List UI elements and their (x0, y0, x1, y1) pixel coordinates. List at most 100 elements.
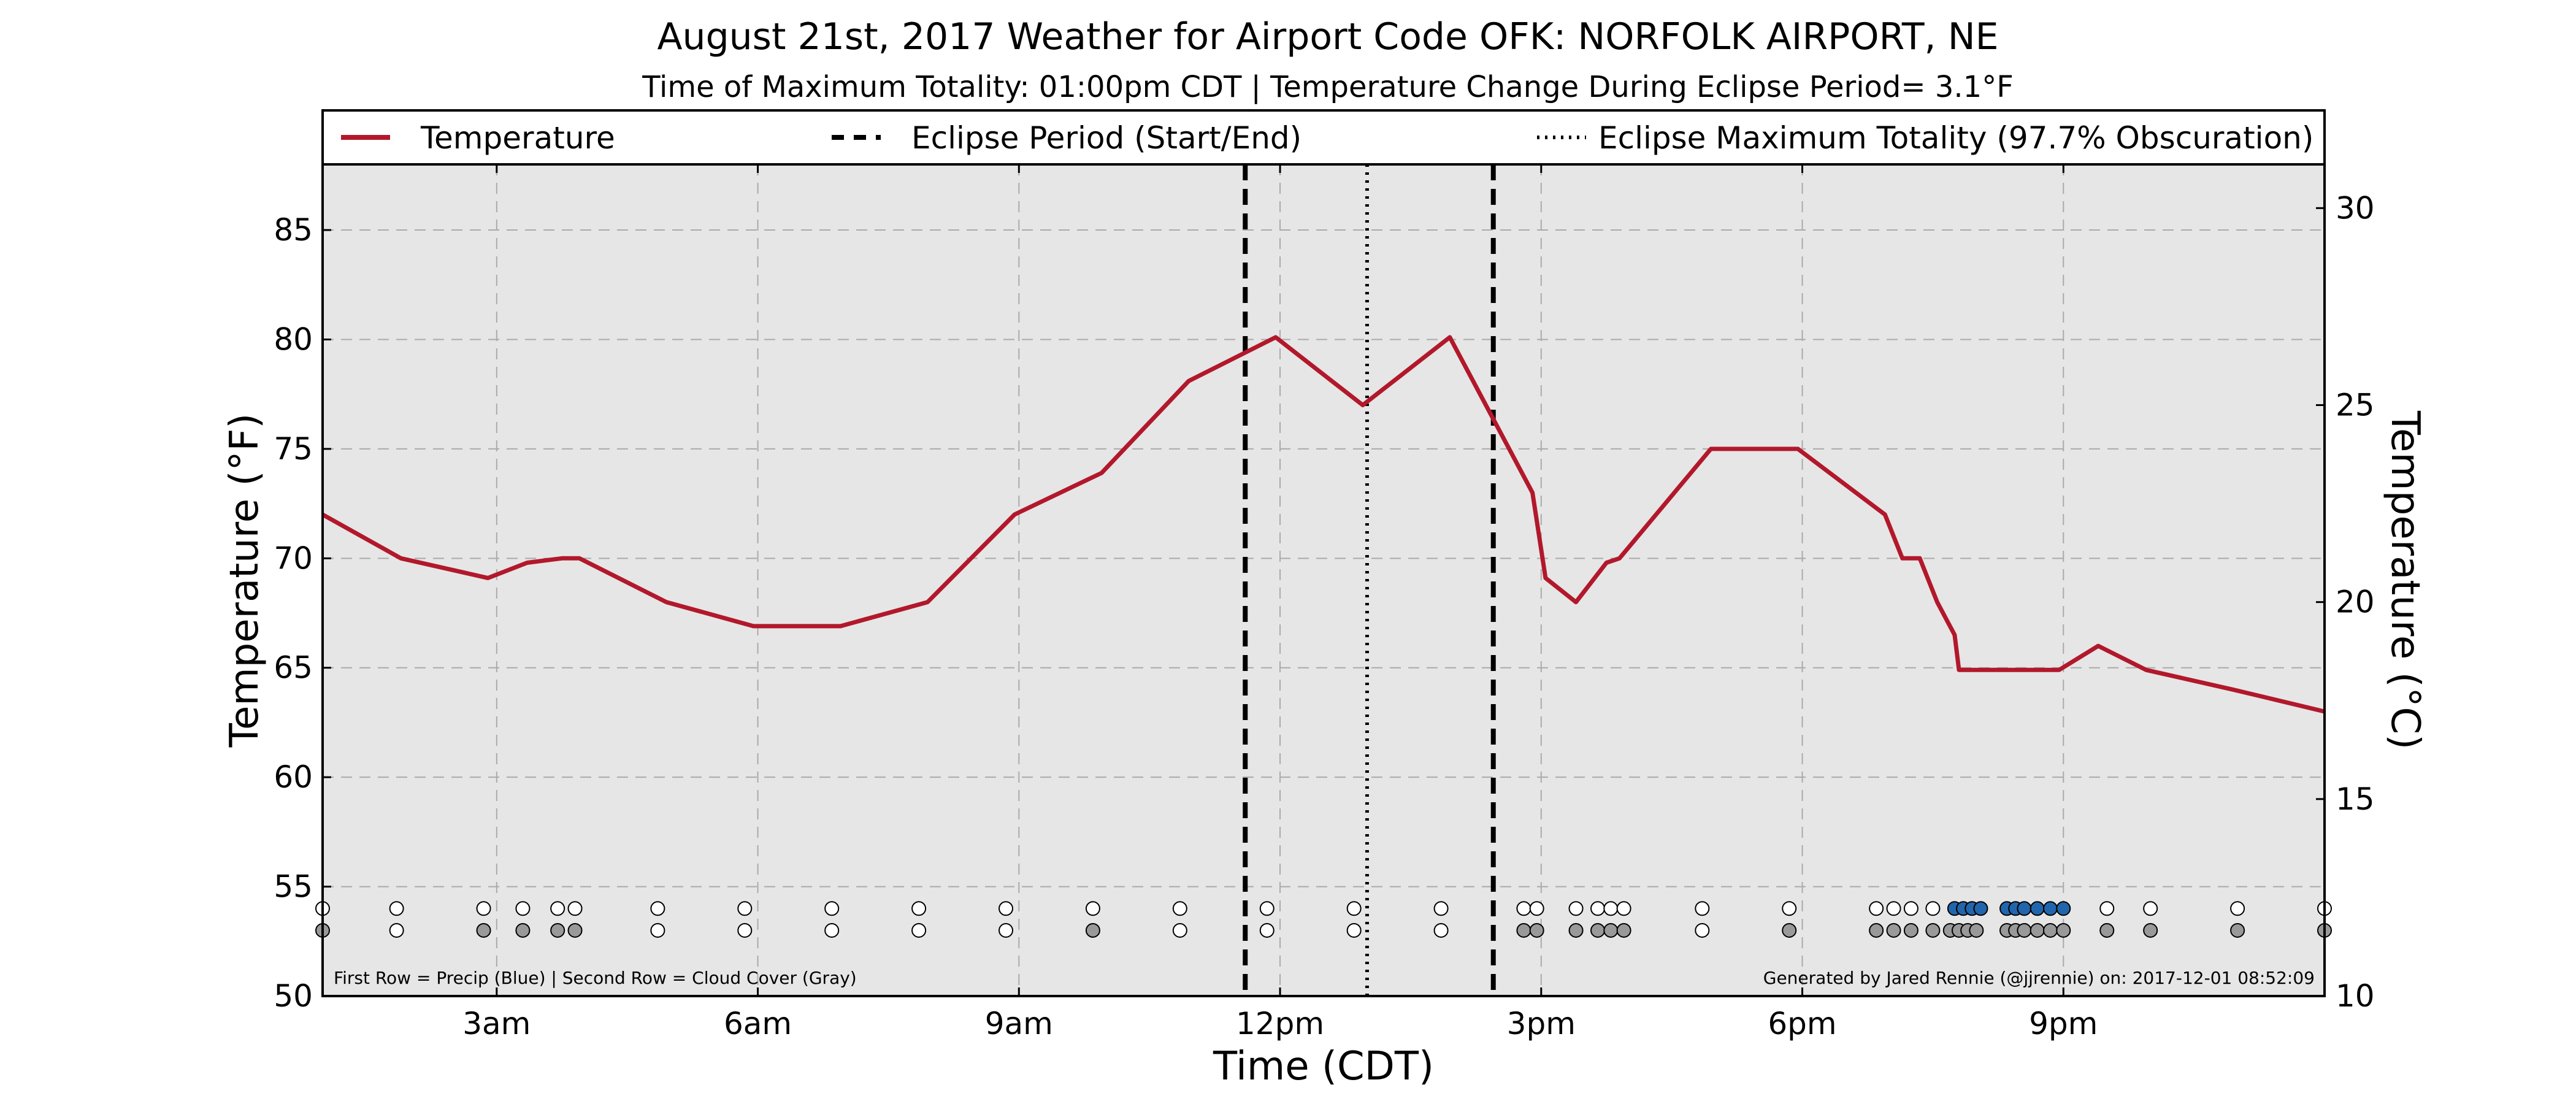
chart-subtitle: Time of Maximum Totality: 01:00pm CDT | … (642, 70, 2014, 104)
precip-marker-none (1259, 901, 1275, 916)
cloud-marker (1869, 922, 1884, 938)
cloud-marker (1969, 922, 1984, 938)
precip-marker-none (1886, 901, 1901, 916)
precip-marker-none (1695, 901, 1710, 916)
x-tick-label: 9am (985, 1006, 1053, 1041)
x-tick-label: 6pm (1768, 1006, 1836, 1041)
footnote-left: First Row = Precip (Blue) | Second Row =… (334, 968, 857, 988)
cloud-marker (515, 922, 531, 938)
precip-marker (2056, 901, 2071, 916)
precip-marker-none (737, 901, 753, 916)
precip-marker-none (1869, 901, 1884, 916)
precip-marker-none (1346, 901, 1362, 916)
cloud-marker (1516, 922, 1531, 938)
footnote-right: Generated by Jared Rennie (@jjrennie) on… (1763, 968, 2315, 988)
cloud-marker-clear (650, 922, 665, 938)
temperature-series (321, 335, 2325, 714)
chart-title: August 21st, 2017 Weather for Airport Co… (657, 15, 1999, 58)
cloud-marker (1903, 922, 1919, 938)
cloud-marker (1590, 922, 1606, 938)
cloud-marker (2143, 922, 2158, 938)
y-right-tick-label: 25 (2336, 387, 2375, 423)
precip-marker-none (1516, 901, 1531, 916)
y-right-tick-label: 30 (2336, 190, 2375, 226)
legend: Temperature Eclipse Period (Start/End) E… (321, 109, 2326, 166)
y-tick-label: 70 (274, 540, 313, 576)
cloud-marker-clear (999, 922, 1014, 938)
cloud-marker (1085, 922, 1100, 938)
precip-marker-none (999, 901, 1014, 916)
x-tick-label: 12pm (1236, 1006, 1324, 1041)
cloud-marker (2230, 922, 2245, 938)
precip-marker-none (2230, 901, 2245, 916)
precip-marker-none (1925, 901, 1941, 916)
cloud-marker (1886, 922, 1901, 938)
cloud-marker (1529, 922, 1544, 938)
cloud-marker-clear (737, 922, 753, 938)
cloud-marker-clear (824, 922, 840, 938)
y-tick-label: 60 (274, 759, 313, 795)
legend-temperature-label: Temperature (420, 120, 615, 156)
precip-marker-none (1085, 901, 1100, 916)
precip-marker-none (1590, 901, 1606, 916)
temperature-line (321, 335, 2325, 714)
cloud-marker (1925, 922, 1941, 938)
y-tick-label: 50 (274, 978, 313, 1014)
legend-eclipse-period-label: Eclipse Period (Start/End) (911, 120, 1301, 156)
legend-eclipse-max-label: Eclipse Maximum Totality (97.7% Obscurat… (1598, 120, 2313, 156)
precip-marker (1973, 901, 1988, 916)
cloud-marker (2030, 922, 2045, 938)
cloud-marker (1568, 922, 1584, 938)
observation-markers (315, 901, 2332, 938)
x-tick-label: 6am (724, 1006, 792, 1041)
cloud-marker (550, 922, 565, 938)
cloud-marker-clear (911, 922, 927, 938)
y-axis-label-right: Temperature (°C) (2382, 410, 2428, 749)
precip-marker-none (1616, 901, 1631, 916)
cloud-marker (2042, 922, 2058, 938)
precip-marker-none (1568, 901, 1584, 916)
plot-area (323, 164, 2325, 996)
precip-marker-none (515, 901, 531, 916)
cloud-marker (567, 922, 583, 938)
cloud-marker-clear (1433, 922, 1449, 938)
y-tick-label: 65 (274, 650, 313, 686)
y-tick-label: 80 (274, 321, 313, 357)
precip-marker-none (1603, 901, 1619, 916)
x-tick-label: 3am (462, 1006, 531, 1041)
cloud-marker-clear (389, 922, 404, 938)
cloud-marker (2017, 922, 2032, 938)
y-right-tick-label: 20 (2336, 585, 2375, 620)
cloud-marker (2099, 922, 2115, 938)
precip-marker-none (550, 901, 565, 916)
y-tick-label: 85 (274, 212, 313, 248)
cloud-marker (2056, 922, 2071, 938)
cloud-marker (1603, 922, 1619, 938)
axis-ticks: 3am 6am 9am 12pm 3pm 6pm 9pm 50 55 60 65 70 75 80 85 10… (274, 164, 2375, 1041)
precip-marker-none (1782, 901, 1797, 916)
x-tick-label: 9pm (2029, 1006, 2098, 1041)
grid (323, 164, 2325, 996)
plot-frame (321, 163, 2326, 997)
precip-marker-none (389, 901, 404, 916)
precip-marker-none (1433, 901, 1449, 916)
cloud-marker (476, 922, 491, 938)
precip-marker-none (1172, 901, 1187, 916)
precip-marker-none (1529, 901, 1544, 916)
precip-marker-none (650, 901, 665, 916)
y-right-tick-label: 15 (2336, 781, 2375, 817)
eclipse-lines (1243, 164, 1496, 996)
precip-marker-none (2099, 901, 2115, 916)
y-tick-label: 55 (274, 869, 313, 905)
precip-marker-none (2143, 901, 2158, 916)
y-tick-label: 75 (274, 431, 313, 467)
precip-marker-none (567, 901, 583, 916)
cloud-marker-clear (1259, 922, 1275, 938)
legend-box (321, 109, 2326, 166)
precip-marker (2042, 901, 2058, 916)
x-tick-label: 3pm (1507, 1006, 1576, 1041)
cloud-marker (1782, 922, 1797, 938)
x-axis-label: Time (CDT) (1213, 1044, 1434, 1089)
precip-marker-none (824, 901, 840, 916)
